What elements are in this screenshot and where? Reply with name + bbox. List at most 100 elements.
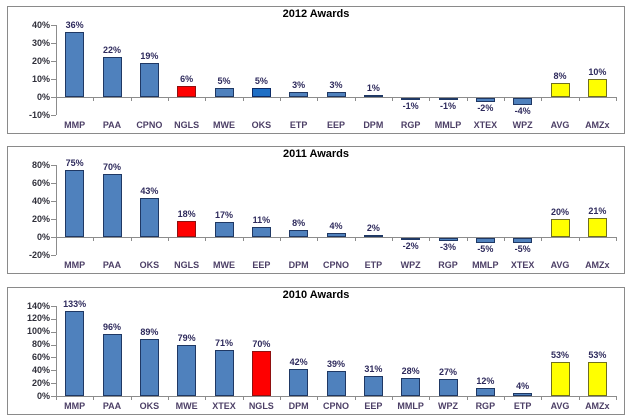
x-axis-tick-mark [541, 237, 543, 241]
x-axis-tick-mark [242, 396, 244, 400]
bar-value-label: 21% [588, 206, 607, 217]
x-axis-tick-mark [56, 97, 57, 101]
x-axis-tick-mark [205, 237, 207, 241]
category-label: AVG [550, 260, 570, 270]
x-axis-tick-mark [130, 237, 132, 241]
x-axis-tick-mark [429, 237, 431, 241]
bar-value-label: 5% [254, 76, 268, 86]
category-label: RGP [475, 401, 496, 411]
x-axis-tick-mark [280, 237, 281, 241]
bar-EEP [326, 91, 346, 97]
x-axis-line [56, 97, 616, 98]
bar-value-label: 42% [289, 357, 308, 367]
category-label: EEP [252, 260, 271, 270]
category-label: DPM [288, 260, 309, 270]
x-axis-tick-mark [354, 396, 356, 400]
y-axis-line [56, 165, 57, 255]
bar-ETP [513, 393, 533, 396]
bar-XTEX [214, 350, 234, 396]
category-label: XTEX [473, 120, 498, 130]
bar-EEP [363, 376, 383, 396]
x-axis-tick-mark [578, 237, 580, 241]
y-axis-tick-mark [51, 183, 56, 184]
y-axis-tick-label: 100% [26, 326, 50, 337]
bar-MMLP [475, 238, 495, 243]
x-axis-tick-mark [354, 237, 356, 241]
bar-CPNO [139, 62, 159, 97]
chart-panel-2012: 2012 Awards 40% 30% 20% 10% 0% -10% 36% MMP 22% PA… [7, 6, 625, 134]
category-label: NGLS [174, 260, 200, 270]
bar-WPZ [438, 378, 458, 396]
bar-value-label: 89% [140, 326, 159, 337]
x-axis-tick-mark [280, 396, 281, 400]
bar-value-label: -5% [477, 243, 494, 254]
y-axis-tick-label: 0% [36, 231, 50, 242]
y-axis-tick-mark [51, 97, 56, 98]
bar-value-label: -1% [402, 101, 419, 111]
category-label: EEP [364, 401, 383, 411]
y-axis-tick-mark [51, 331, 56, 333]
y-axis-tick-mark [51, 255, 56, 256]
chart-panel-2010: 2010 Awards 140% 120% 100% 80% 60% 40% 20% 0% 133… [7, 287, 625, 415]
x-axis-tick-mark [242, 237, 244, 241]
bar-value-label: -4% [514, 106, 531, 117]
x-axis-tick-mark [317, 237, 319, 241]
bar-value-label: 10% [588, 67, 607, 77]
bar-value-label: 4% [516, 381, 530, 392]
category-label: CPNO [322, 260, 349, 270]
bar-value-label: -3% [439, 241, 456, 252]
bar-AVG [550, 219, 570, 237]
category-label: WPZ [437, 401, 458, 411]
bar-WPZ [401, 238, 421, 240]
bar-value-label: 6% [180, 74, 194, 85]
bar-AVG [550, 82, 570, 97]
y-axis-tick-mark [51, 357, 56, 359]
x-axis-tick-mark [168, 396, 169, 400]
bar-DPM [363, 95, 383, 98]
x-axis-tick-mark [130, 97, 132, 101]
y-axis-tick-mark [51, 344, 56, 346]
x-axis-tick-mark [280, 97, 281, 101]
category-label: NGLS [174, 120, 200, 130]
bar-value-label: 75% [65, 157, 84, 168]
bar-ETP [289, 91, 309, 97]
category-label: PAA [102, 260, 122, 270]
bar-value-label: -2% [402, 241, 419, 251]
y-axis-tick-label: 30% [31, 37, 50, 48]
x-axis-tick-mark [429, 97, 431, 101]
x-axis-tick-mark [541, 396, 543, 400]
x-axis-tick-mark [354, 97, 356, 101]
y-axis-line [56, 25, 57, 115]
bar-value-label: 53% [550, 349, 569, 360]
bar-NGLS [177, 220, 197, 237]
y-axis-tick-label: 60% [31, 177, 50, 188]
bar-value-label: 8% [292, 217, 306, 228]
category-label: PAA [102, 120, 122, 130]
category-label: WPZ [512, 120, 533, 130]
y-axis-tick-label: 20% [31, 377, 50, 388]
chart-title: 2010 Awards [282, 289, 350, 301]
bar-value-label: 36% [65, 20, 84, 31]
bar-ETP [363, 235, 383, 238]
x-axis-tick-mark [504, 97, 505, 101]
category-label: AMZx [585, 260, 610, 270]
y-axis-tick-mark [51, 115, 56, 116]
y-axis-tick-label: 80% [31, 339, 50, 350]
bar-AMZx [587, 361, 607, 396]
category-label: MWE [212, 120, 235, 130]
x-axis-tick-mark [205, 97, 207, 101]
x-axis-tick-mark [205, 396, 207, 400]
bar-DPM [289, 229, 309, 237]
bar-MWE [214, 221, 234, 237]
bar-MMP [65, 310, 85, 396]
category-label: NGLS [248, 401, 274, 411]
bar-PAA [102, 57, 122, 97]
category-label: MMP [64, 260, 86, 270]
y-axis-tick-label: 140% [26, 300, 50, 311]
y-axis-tick-mark [51, 383, 56, 385]
bar-value-label: -2% [477, 102, 494, 113]
category-label: RGP [438, 260, 458, 270]
category-label: CPNO [136, 120, 163, 130]
bar-value-label: -1% [439, 101, 456, 111]
y-axis-tick-label: 10% [31, 73, 50, 84]
